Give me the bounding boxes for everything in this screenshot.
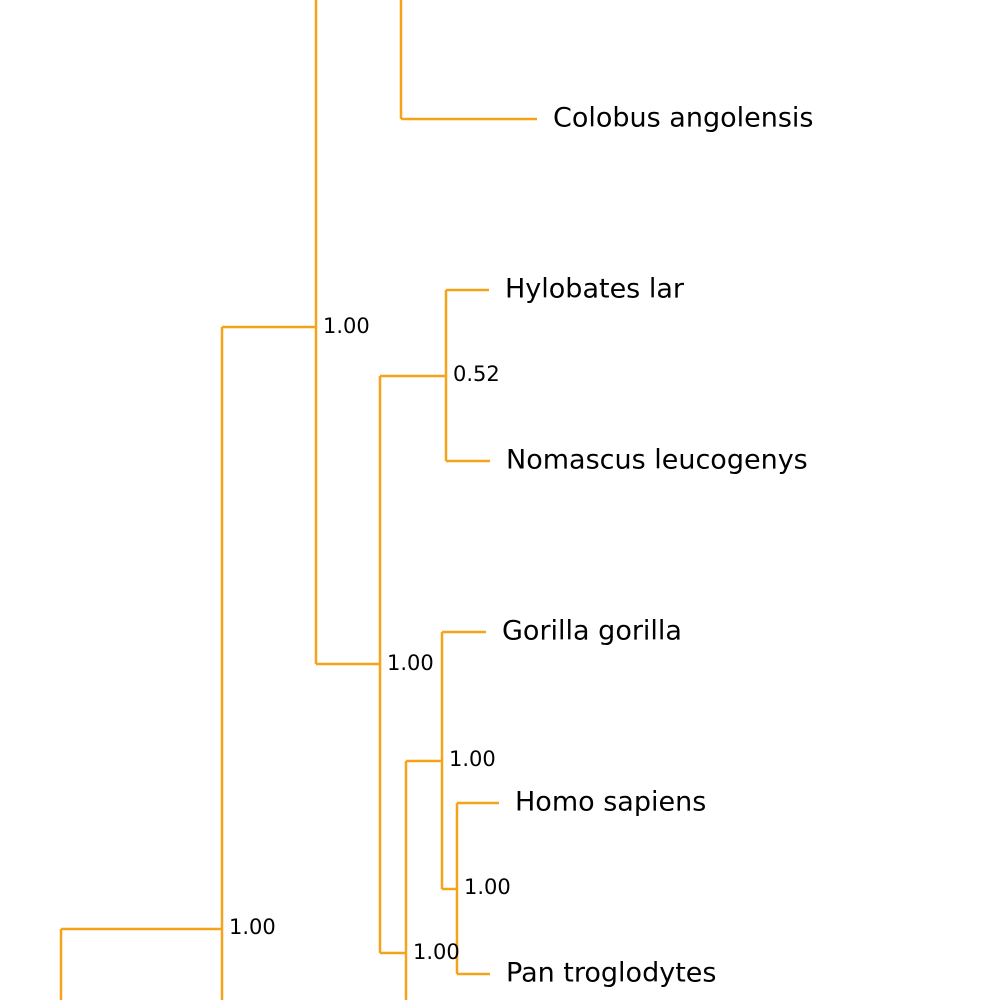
- leaf-label-hylobates-lar: Hylobates lar: [505, 274, 685, 305]
- leaf-label-nomascus-leucogenys: Nomascus leucogenys: [506, 445, 808, 476]
- leaf-label-pan-troglodytes: Pan troglodytes: [506, 958, 716, 989]
- tree-branches: [59, 0, 537, 1000]
- support-value-hominoidea: 1.00: [387, 651, 434, 675]
- leaf-label-colobus-angolensis: Colobus angolensis: [553, 103, 813, 134]
- support-value-homininae: 1.00: [449, 747, 496, 771]
- support-value-hylobatidae: 0.52: [453, 362, 500, 386]
- leaf-label-gorilla-gorilla: Gorilla gorilla: [502, 616, 682, 647]
- support-value-hominini: 1.00: [464, 875, 511, 899]
- support-value-lower: 1.00: [413, 940, 460, 964]
- support-value-catarrhini: 1.00: [323, 314, 370, 338]
- support-value-outer: 1.00: [229, 915, 276, 939]
- leaf-label-homo-sapiens: Homo sapiens: [515, 787, 706, 818]
